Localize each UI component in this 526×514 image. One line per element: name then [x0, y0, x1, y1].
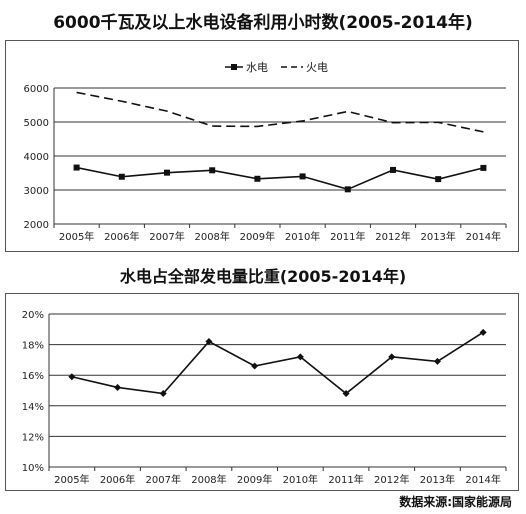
legend: 水电 火电	[225, 61, 328, 74]
data-point	[254, 175, 261, 182]
x-tick-label: 2007年	[146, 473, 181, 486]
data-point	[390, 166, 396, 173]
data-point	[479, 328, 487, 336]
x-tick-label: 2012年	[375, 230, 410, 243]
y-tick-label: 20%	[22, 310, 44, 321]
y-tick-label: 3000	[24, 186, 49, 197]
x-tick-label: 2010年	[285, 230, 320, 243]
chart-2-title: 水电占全部发电量比重(2005-2014年)	[119, 267, 407, 286]
y-tick-label: 4000	[24, 152, 49, 163]
chart-1-title: 6000千瓦及以上水电设备利用小时数(2005-2014年)	[53, 13, 473, 33]
data-point	[251, 362, 259, 370]
y-tick-label: 18%	[22, 341, 44, 352]
data-point	[433, 357, 441, 365]
data-source-note: 数据来源:国家能源局	[399, 495, 512, 509]
data-point	[114, 383, 122, 391]
x-tick-label: 2005年	[54, 473, 89, 486]
x-tick-label: 2007年	[149, 230, 184, 243]
y-tick-label: 5000	[24, 118, 49, 129]
chart-1-svg: 2000 3000 4000 5000 6000 2005年 2006年 2007年 2008年…	[24, 61, 507, 243]
data-point	[299, 173, 306, 180]
x-tick-label: 2014年	[465, 473, 500, 486]
chart-1-panel: 2000 3000 4000 5000 6000 2005年 2006年 2007年 2008年…	[5, 40, 519, 252]
y-tick-label: 12%	[22, 432, 44, 443]
x-tick-label: 2013年	[420, 473, 455, 486]
x-tick-label: 2012年	[374, 473, 409, 486]
legend-label-thermal: 火电	[306, 61, 328, 74]
legend-label-hydro: 水电	[246, 61, 268, 74]
data-point	[68, 373, 76, 381]
x-tick-label: 2011年	[330, 230, 365, 243]
x-tick-label: 2006年	[100, 473, 135, 486]
x-tick-label: 2010年	[283, 473, 318, 486]
x-tick-label: 2009年	[240, 230, 275, 243]
x-tick-label: 2008年	[191, 473, 226, 486]
data-point	[435, 176, 442, 183]
data-point	[388, 353, 396, 361]
data-point	[205, 338, 213, 346]
x-tick-label: 2009年	[237, 473, 272, 486]
data-point	[159, 390, 167, 398]
data-point	[118, 173, 125, 180]
y-tick-label: 2000	[24, 220, 49, 231]
data-point	[73, 164, 80, 171]
data-point	[342, 390, 350, 398]
data-point	[164, 169, 170, 176]
series-line	[71, 331, 484, 395]
data-point	[480, 164, 487, 171]
chart-2-panel: 10% 12% 14% 16% 18% 20% 2005年 2006年 2007年 2008年 20…	[5, 293, 519, 491]
x-tick-label: 2013年	[420, 230, 455, 243]
x-tick-label: 2008年	[194, 230, 229, 243]
series-line	[76, 166, 484, 191]
data-point	[209, 167, 216, 174]
data-point	[344, 186, 351, 193]
chart-2-svg: 10% 12% 14% 16% 18% 20% 2005年 2006年 2007年 2008年 20…	[22, 310, 507, 486]
series-line	[76, 91, 484, 133]
x-tick-label: 2006年	[104, 230, 139, 243]
x-tick-label: 2011年	[328, 473, 363, 486]
data-point	[296, 353, 304, 361]
y-tick-label: 10%	[22, 463, 44, 474]
x-tick-label: 2014年	[466, 230, 501, 243]
legend-marker-hydro	[231, 64, 237, 70]
y-tick-label: 16%	[22, 371, 44, 382]
y-tick-label: 14%	[22, 402, 44, 413]
x-tick-label: 2005年	[59, 230, 94, 243]
y-tick-label: 6000	[24, 84, 49, 95]
